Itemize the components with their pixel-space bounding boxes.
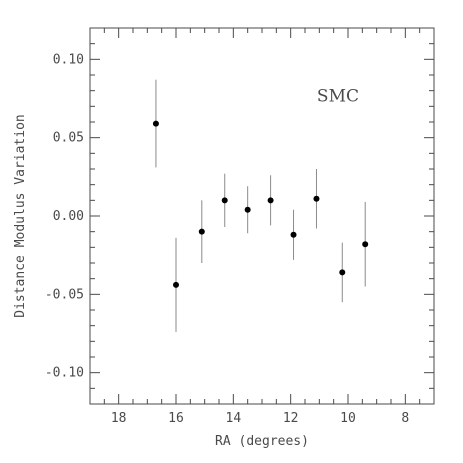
data-point xyxy=(221,197,228,204)
minor-ticks xyxy=(89,27,435,405)
y-tick-label: 0.00 xyxy=(53,209,84,224)
x-tick-label: 18 xyxy=(111,411,127,426)
annotation-label: SMC xyxy=(317,87,359,107)
data-point xyxy=(267,197,274,204)
data-point xyxy=(362,241,369,248)
x-tick-label: 14 xyxy=(226,411,242,426)
x-tick-label: 12 xyxy=(283,411,299,426)
data-point xyxy=(152,120,159,127)
x-tick-label: 10 xyxy=(340,411,356,426)
plot-frame xyxy=(89,27,435,405)
data-point xyxy=(313,195,320,202)
y-axis-label: Distance Modulus Variation xyxy=(13,114,28,318)
tick-labels: 18 16 14 12 10 8 0.10 0.05 0.00 -0.05 -0.10 xyxy=(45,52,409,426)
data-point xyxy=(244,206,251,213)
y-tick-label: -0.05 xyxy=(45,287,84,302)
x-tick-label: 8 xyxy=(401,411,409,426)
y-tick-label: -0.10 xyxy=(45,366,84,381)
x-tick-label: 16 xyxy=(168,411,184,426)
major-ticks xyxy=(90,28,434,404)
data-point xyxy=(173,281,179,288)
data-point xyxy=(198,228,205,235)
y-tick-label: 0.05 xyxy=(53,131,84,146)
x-axis-label: RA (degrees) xyxy=(215,434,309,449)
y-tick-label: 0.10 xyxy=(53,52,84,67)
data-series xyxy=(152,79,369,332)
data-point xyxy=(339,269,346,276)
data-point xyxy=(290,231,297,238)
